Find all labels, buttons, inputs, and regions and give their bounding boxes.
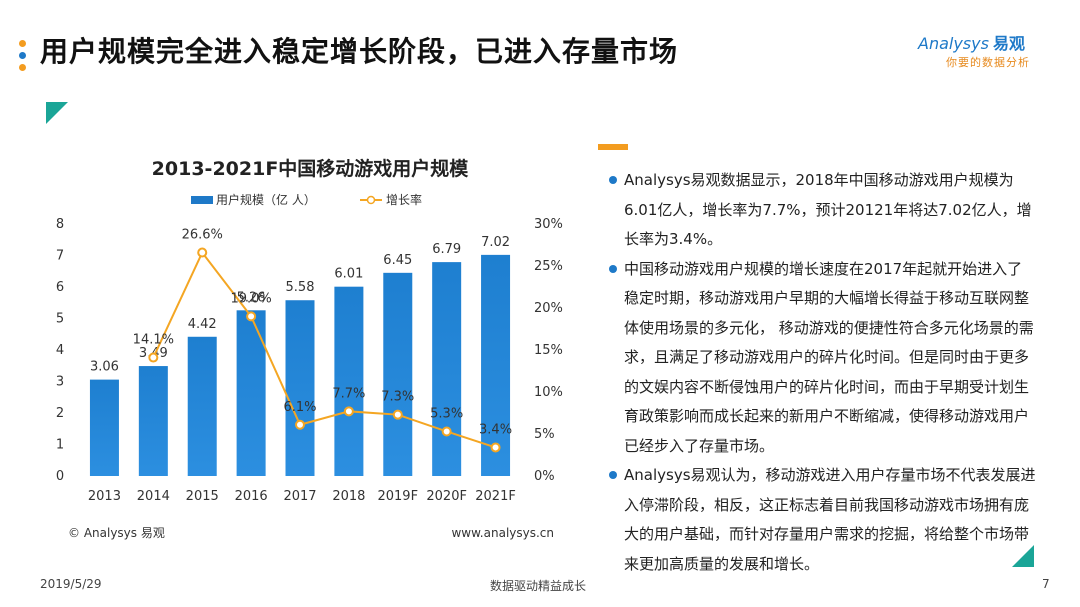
x-tick-label: 2014 — [137, 489, 170, 504]
growth-point-2020F — [441, 426, 452, 437]
legend-bar-label: 用户规模（亿 人） — [216, 192, 316, 207]
y-right-tick-label: 10% — [534, 385, 563, 400]
corner-triangle-decoration — [1012, 545, 1034, 567]
bar-2021F — [481, 254, 511, 476]
section-accent-bar — [598, 144, 628, 150]
bar-value-label: 6.45 — [383, 253, 412, 268]
x-tick-label: 2016 — [235, 489, 268, 504]
bullet-item: 中国移动游戏用户规模的增长速度在2017年起就开始进入了稳定时期，移动游戏用户早… — [606, 255, 1036, 462]
corner-triangle-decoration — [46, 102, 68, 124]
growth-point-2015 — [197, 247, 208, 258]
x-tick-label: 2015 — [186, 489, 219, 504]
y-right-tick-label: 5% — [534, 427, 555, 442]
bar-value-label: 5.58 — [286, 280, 315, 295]
legend-bar-swatch — [191, 196, 213, 204]
bullet-item: Analysys易观数据显示，2018年中国移动游戏用户规模为6.01亿人，增长… — [606, 166, 1036, 255]
page-number: 7 — [1042, 577, 1050, 591]
bar-value-label: 7.02 — [481, 235, 510, 250]
logo-wordmark: Analysys 易观 — [918, 30, 1025, 54]
growth-point-2016 — [246, 311, 257, 322]
bullet-dot-icon — [609, 471, 617, 479]
growth-value-label: 14.1% — [133, 333, 174, 348]
x-tick-label: 2013 — [88, 489, 121, 504]
x-tick-label: 2018 — [332, 489, 365, 504]
y-left-tick-label: 6 — [56, 280, 64, 295]
growth-point-2021F — [490, 442, 501, 453]
logo-brand-en: Analysys — [918, 34, 989, 53]
bar-2020F — [432, 262, 462, 476]
growth-line — [152, 250, 496, 449]
bar-value-label: 3.06 — [90, 360, 119, 375]
growth-point-2017 — [295, 419, 305, 430]
analysis-bullets: Analysys易观数据显示，2018年中国移动游戏用户规模为6.01亿人，增长… — [606, 166, 1036, 579]
bar-2016 — [236, 310, 266, 476]
bar-2018 — [334, 286, 364, 476]
bar-value-label: 4.42 — [188, 317, 217, 332]
growth-value-label: 19.0% — [230, 291, 271, 306]
bar-value-label: 6.01 — [334, 267, 363, 282]
y-left-tick-label: 4 — [56, 343, 64, 358]
bar-value-label: 5.26 — [237, 290, 266, 305]
accent-dot — [19, 64, 26, 71]
bullet-text: 中国移动游戏用户规模的增长速度在2017年起就开始进入了稳定时期，移动游戏用户早… — [624, 259, 1034, 455]
analysys-logo: Analysys 易观 你要的数据分析 — [918, 30, 1058, 80]
y-right-tick-label: 20% — [534, 301, 563, 316]
bullet-text: Analysys易观认为，移动游戏进入用户存量市场不代表发展进入停滞阶段，相反，… — [624, 466, 1036, 573]
legend-line-label: 增长率 — [386, 192, 422, 207]
growth-value-label: 7.7% — [332, 386, 365, 401]
y-right-tick-label: 30% — [534, 217, 563, 232]
bullet-text: Analysys易观数据显示，2018年中国移动游戏用户规模为6.01亿人，增长… — [624, 171, 1032, 248]
bullet-item: Analysys易观认为，移动游戏进入用户存量市场不代表发展进入停滞阶段，相反，… — [606, 461, 1036, 579]
x-tick-label: 2019F — [377, 489, 418, 504]
logo-brand-cn: 易观 — [992, 34, 1025, 53]
logo-slogan: 你要的数据分析 — [946, 56, 1030, 69]
legend-line-marker — [366, 195, 376, 205]
y-left-tick-label: 3 — [56, 375, 64, 390]
growth-value-label: 5.3% — [430, 406, 463, 421]
growth-point-2014 — [148, 352, 159, 363]
x-tick-label: 2021F — [475, 489, 516, 504]
y-right-tick-label: 0% — [534, 469, 555, 484]
chart-website: www.analysys.cn — [451, 526, 554, 540]
bar-2015 — [187, 336, 217, 476]
y-left-tick-label: 1 — [56, 438, 64, 453]
bar-2013 — [89, 379, 119, 476]
bar-2014 — [138, 366, 168, 476]
chart-title: 2013-2021F中国移动游戏用户规模 — [152, 157, 470, 180]
x-tick-label: 2020F — [426, 489, 467, 504]
chart-source: © Analysys 易观 — [68, 526, 165, 540]
growth-value-label: 6.1% — [283, 400, 316, 415]
y-left-tick-label: 2 — [56, 406, 64, 421]
accent-dot — [19, 52, 26, 59]
y-left-tick-label: 8 — [56, 217, 64, 232]
bullet-dot-icon — [609, 264, 617, 273]
page-title: 用户规模完全进入稳定增长阶段，已进入存量市场 — [40, 35, 679, 68]
bar-2017 — [285, 300, 315, 476]
growth-value-label: 3.4% — [479, 422, 512, 437]
x-tick-label: 2017 — [283, 489, 316, 504]
y-left-tick-label: 5 — [56, 312, 64, 327]
accent-dot — [19, 40, 26, 47]
footer-date: 2019/5/29 — [40, 577, 102, 591]
y-left-tick-label: 0 — [56, 469, 64, 484]
bar-2019F — [383, 272, 413, 476]
y-left-tick-label: 7 — [56, 249, 64, 264]
growth-point-2018 — [343, 406, 354, 417]
growth-point-2019F — [392, 409, 403, 420]
y-right-tick-label: 15% — [534, 343, 563, 358]
bullet-dot-icon — [609, 176, 617, 184]
bar-value-label: 6.79 — [432, 242, 461, 257]
footer-slogan: 数据驱动精益成长 — [490, 579, 587, 593]
growth-value-label: 26.6% — [182, 228, 223, 243]
growth-value-label: 7.3% — [381, 390, 414, 405]
y-right-tick-label: 25% — [534, 259, 563, 274]
